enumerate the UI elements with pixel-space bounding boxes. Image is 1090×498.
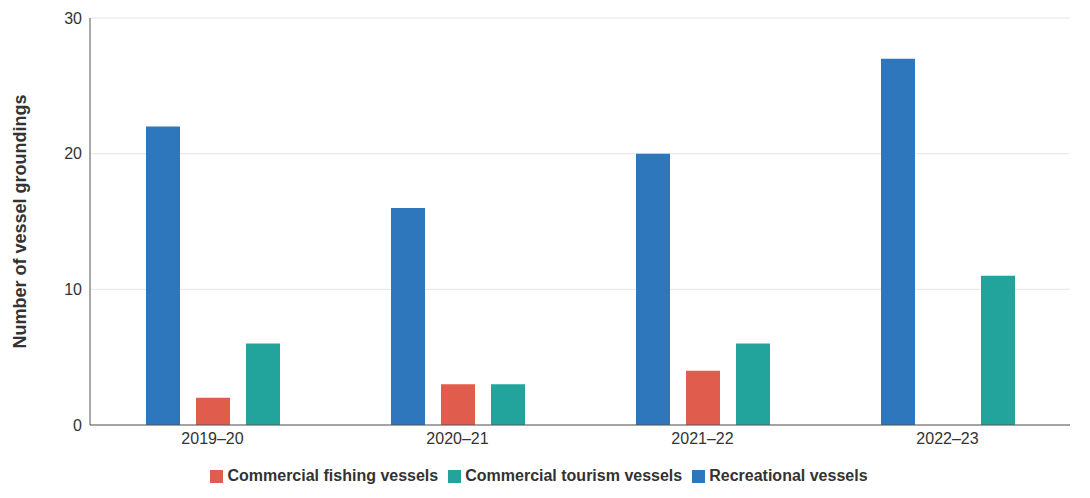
svg-text:2019–20: 2019–20 (181, 430, 243, 447)
svg-text:2020–21: 2020–21 (426, 430, 488, 447)
html-text:Commercial tourism vessels: Commercial tourism vessels (465, 467, 683, 484)
svg-text:10: 10 (64, 281, 82, 298)
html-text:Recreational vessels: Recreational vessels (709, 467, 868, 484)
svg-text:2022–23: 2022–23 (916, 430, 978, 447)
html-text:Commercial fishing vessels: Commercial fishing vessels (227, 467, 439, 484)
svg-text:30: 30 (64, 10, 82, 27)
svg-text:20: 20 (64, 145, 82, 162)
svg-text:2021–22: 2021–22 (671, 430, 733, 447)
svg-text:Number of vessel groundings: Number of vessel groundings (10, 94, 30, 348)
svg-text:0: 0 (73, 417, 82, 434)
